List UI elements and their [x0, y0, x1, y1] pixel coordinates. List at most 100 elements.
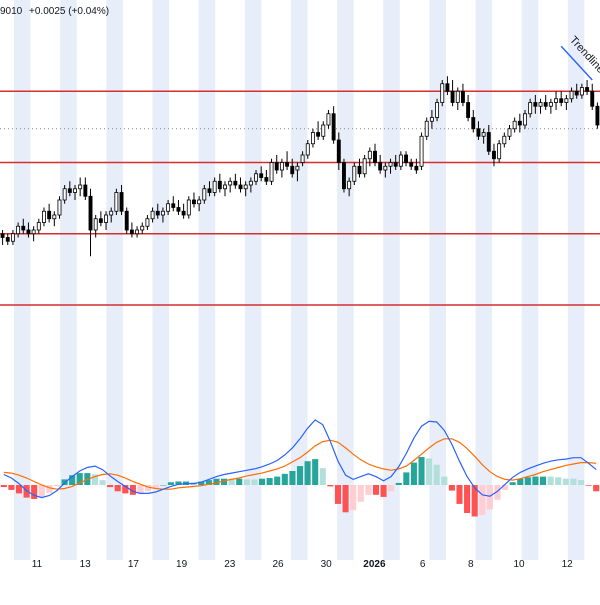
candle — [497, 140, 502, 163]
candle — [243, 181, 248, 197]
macd-histogram-bar — [350, 485, 357, 511]
macd-histogram-bar — [296, 466, 304, 485]
candle-body — [398, 154, 403, 167]
horizontal-levels[interactable] — [0, 90, 600, 306]
x-tick-label: 19 — [176, 559, 188, 570]
candle — [202, 185, 207, 204]
x-tick-label: 2026 — [363, 559, 386, 570]
candle — [435, 98, 440, 122]
candle-body — [481, 132, 486, 137]
macd-histogram-bar — [160, 485, 167, 486]
macd-histogram-bar — [266, 478, 273, 485]
candle — [409, 158, 414, 170]
candle — [223, 181, 227, 197]
candle — [233, 173, 238, 189]
candle — [145, 215, 150, 230]
candle-body — [274, 162, 279, 171]
macd-histogram-bar — [342, 485, 349, 513]
candle — [129, 222, 134, 238]
macd-histogram-bar — [137, 485, 144, 495]
candle-body — [502, 135, 507, 145]
candle-body — [140, 225, 145, 231]
candle — [393, 155, 398, 170]
macd-histogram-bar — [448, 485, 455, 491]
candle-body — [217, 180, 222, 190]
signal-line — [3, 438, 597, 490]
candle-body — [476, 128, 481, 137]
candle-body — [574, 90, 579, 96]
candle-body — [450, 90, 455, 103]
macd-histogram-bar — [479, 485, 486, 516]
candle-body — [166, 203, 171, 212]
macd-histogram-bar — [198, 481, 205, 485]
candle — [42, 207, 46, 227]
macd-histogram-bar — [312, 459, 319, 485]
candle-body — [564, 98, 569, 103]
candle-body — [554, 98, 558, 103]
x-axis: 11131719232630202668101214 — [32, 559, 573, 570]
candle — [93, 215, 98, 238]
candle — [259, 166, 264, 182]
candle — [228, 177, 233, 193]
candle — [486, 125, 491, 155]
candle-body — [160, 210, 165, 216]
candle-body — [212, 180, 217, 193]
candle-body — [543, 102, 548, 107]
candle-body — [269, 162, 274, 182]
candle-body — [316, 132, 321, 137]
candle — [264, 170, 269, 185]
trendline[interactable] — [560, 45, 593, 81]
x-tick-label: 17 — [128, 559, 140, 570]
candle — [192, 192, 196, 208]
candle-body — [248, 180, 253, 186]
candle-body — [445, 83, 450, 92]
candle-body — [579, 87, 584, 96]
candle — [455, 87, 460, 110]
candle — [47, 203, 52, 223]
candle-body — [223, 184, 227, 190]
candle — [481, 128, 486, 144]
candle-body — [559, 98, 564, 103]
candle — [331, 106, 336, 144]
candle — [274, 155, 279, 174]
background-stripe — [475, 0, 493, 560]
candle-body — [295, 165, 300, 171]
candle — [507, 125, 512, 140]
macd-histogram-bar — [365, 485, 372, 495]
candle-body — [67, 188, 72, 193]
candle — [26, 222, 31, 238]
macd-histogram-bar — [8, 485, 15, 490]
candle — [83, 177, 88, 200]
candle — [362, 155, 367, 178]
candle-body — [254, 173, 258, 182]
macd-histogram-bar — [274, 476, 281, 485]
candle — [590, 83, 595, 110]
candle-body — [73, 188, 77, 193]
candle-body — [378, 162, 383, 171]
candle — [140, 222, 145, 234]
candle — [78, 177, 83, 197]
background-stripe — [60, 0, 77, 560]
x-tick-label: 11 — [32, 559, 43, 570]
candle — [31, 226, 36, 242]
candle-body — [414, 165, 419, 171]
macd-histogram — [0, 457, 600, 517]
price-change: +0.0025 (+0.04%) — [29, 6, 110, 17]
candle-body — [98, 218, 103, 223]
price-header: 9010 +0.0025 (+0.04%) — [0, 6, 109, 17]
macd-histogram-bar — [471, 485, 478, 517]
macd-histogram-bar — [145, 485, 152, 492]
candle-body — [517, 120, 522, 126]
candle — [352, 162, 357, 185]
candle — [533, 95, 538, 114]
candle-body — [31, 229, 36, 235]
candle-body — [228, 180, 233, 186]
macd-histogram-bar — [403, 472, 410, 485]
candle-body — [569, 90, 574, 100]
candle — [414, 158, 419, 174]
macd-histogram-bar — [426, 458, 433, 485]
candle-body — [419, 135, 424, 167]
macd-histogram-bar — [517, 478, 524, 485]
